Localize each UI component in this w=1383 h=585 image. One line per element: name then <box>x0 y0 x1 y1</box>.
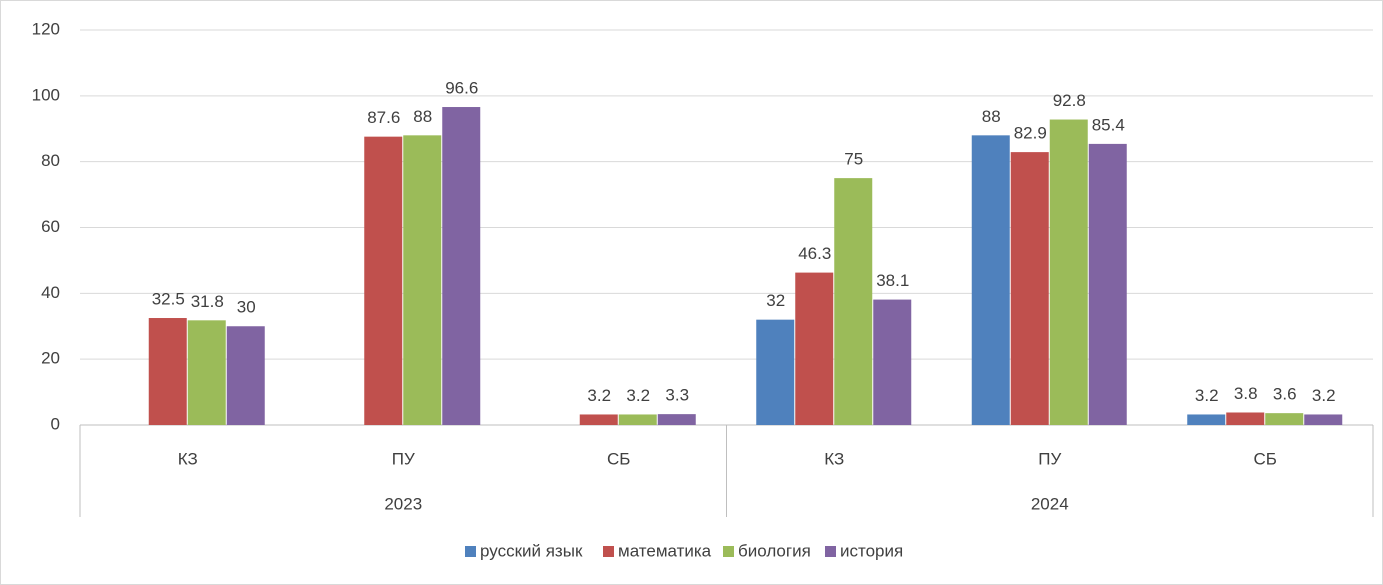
legend-swatch <box>723 546 734 557</box>
x-tick-label: ПУ <box>1038 449 1061 468</box>
bar <box>657 414 696 425</box>
data-label: 96.6 <box>445 79 478 98</box>
bar <box>1187 414 1226 425</box>
bar <box>834 178 873 425</box>
bar <box>1304 414 1343 425</box>
y-tick-label: 0 <box>51 414 60 433</box>
legend-label: биология <box>738 541 811 560</box>
y-tick-label: 80 <box>41 151 60 170</box>
x-tick-label: КЗ <box>178 449 198 468</box>
x-tick-label: СБ <box>1254 449 1277 468</box>
data-label: 46.3 <box>798 244 831 263</box>
bar <box>403 135 442 426</box>
bar <box>795 272 834 425</box>
bar <box>873 299 912 425</box>
data-label: 87.6 <box>367 108 400 127</box>
y-tick-label: 20 <box>41 349 60 368</box>
bar <box>618 414 657 425</box>
x-tick-label: КЗ <box>824 449 844 468</box>
x-tick-label: ПУ <box>392 449 415 468</box>
data-label: 32 <box>766 291 785 310</box>
data-label: 3.2 <box>1195 386 1219 405</box>
y-tick-label: 40 <box>41 283 60 302</box>
data-label: 30 <box>237 298 256 317</box>
legend-swatch <box>825 546 836 557</box>
bar <box>1088 143 1127 425</box>
group-label: 2023 <box>384 494 422 513</box>
data-label: 3.2 <box>626 386 650 405</box>
bar <box>756 319 795 425</box>
bar <box>364 136 403 425</box>
data-label: 88 <box>413 107 432 126</box>
x-tick-label: СБ <box>607 449 630 468</box>
y-tick-label: 120 <box>32 19 60 38</box>
data-label: 75 <box>844 150 863 169</box>
bar <box>579 414 618 425</box>
group-label: 2024 <box>1031 494 1069 513</box>
legend-label: история <box>840 541 903 560</box>
data-label: 31.8 <box>191 292 224 311</box>
bar <box>971 135 1010 426</box>
data-label: 38.1 <box>876 271 909 290</box>
data-label: 82.9 <box>1014 124 1047 143</box>
bar <box>148 318 187 425</box>
data-label: 32.5 <box>152 290 185 309</box>
legend-label: математика <box>618 541 712 560</box>
data-label: 88 <box>982 107 1001 126</box>
data-label: 3.8 <box>1234 384 1258 403</box>
bar <box>1010 152 1049 425</box>
y-tick-label: 60 <box>41 217 60 236</box>
data-label: 3.3 <box>665 386 689 405</box>
legend-swatch <box>603 546 614 557</box>
bar <box>1265 413 1304 425</box>
bar <box>187 320 226 425</box>
y-tick-label: 100 <box>32 85 60 104</box>
data-label: 3.2 <box>587 386 611 405</box>
bar <box>1226 412 1265 425</box>
bar <box>442 107 481 426</box>
bar <box>1049 119 1088 426</box>
legend-swatch <box>465 546 476 557</box>
legend-label: русский язык <box>480 541 583 560</box>
data-label: 92.8 <box>1053 91 1086 110</box>
data-label: 3.2 <box>1312 386 1336 405</box>
bar <box>226 326 265 425</box>
data-label: 85.4 <box>1092 115 1125 134</box>
data-label: 3.6 <box>1273 385 1297 404</box>
